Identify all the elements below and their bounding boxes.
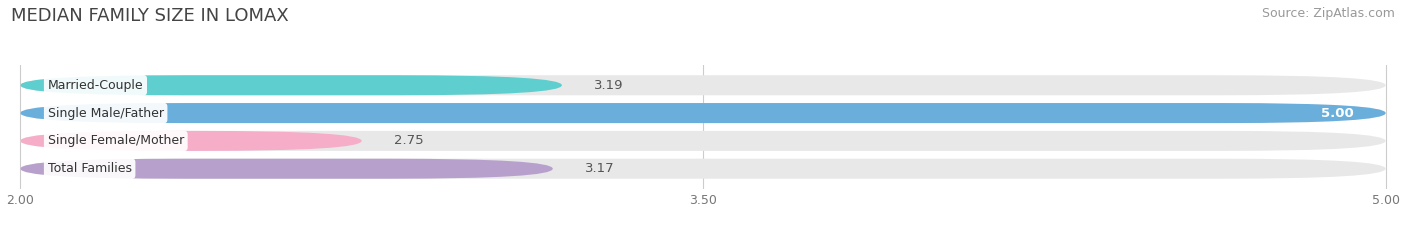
FancyBboxPatch shape: [20, 159, 1386, 179]
Text: 5.00: 5.00: [1322, 106, 1354, 120]
FancyBboxPatch shape: [20, 103, 1386, 123]
Text: Single Male/Father: Single Male/Father: [48, 106, 163, 120]
Text: Total Families: Total Families: [48, 162, 132, 175]
FancyBboxPatch shape: [20, 131, 1386, 151]
Text: Married-Couple: Married-Couple: [48, 79, 143, 92]
FancyBboxPatch shape: [20, 103, 1386, 123]
Text: Source: ZipAtlas.com: Source: ZipAtlas.com: [1261, 7, 1395, 20]
Text: MEDIAN FAMILY SIZE IN LOMAX: MEDIAN FAMILY SIZE IN LOMAX: [11, 7, 290, 25]
Text: 3.19: 3.19: [593, 79, 623, 92]
FancyBboxPatch shape: [20, 159, 553, 179]
Text: 3.17: 3.17: [585, 162, 614, 175]
FancyBboxPatch shape: [20, 75, 562, 95]
FancyBboxPatch shape: [20, 75, 1386, 95]
Text: 2.75: 2.75: [394, 134, 423, 147]
Text: Single Female/Mother: Single Female/Mother: [48, 134, 184, 147]
FancyBboxPatch shape: [20, 131, 361, 151]
